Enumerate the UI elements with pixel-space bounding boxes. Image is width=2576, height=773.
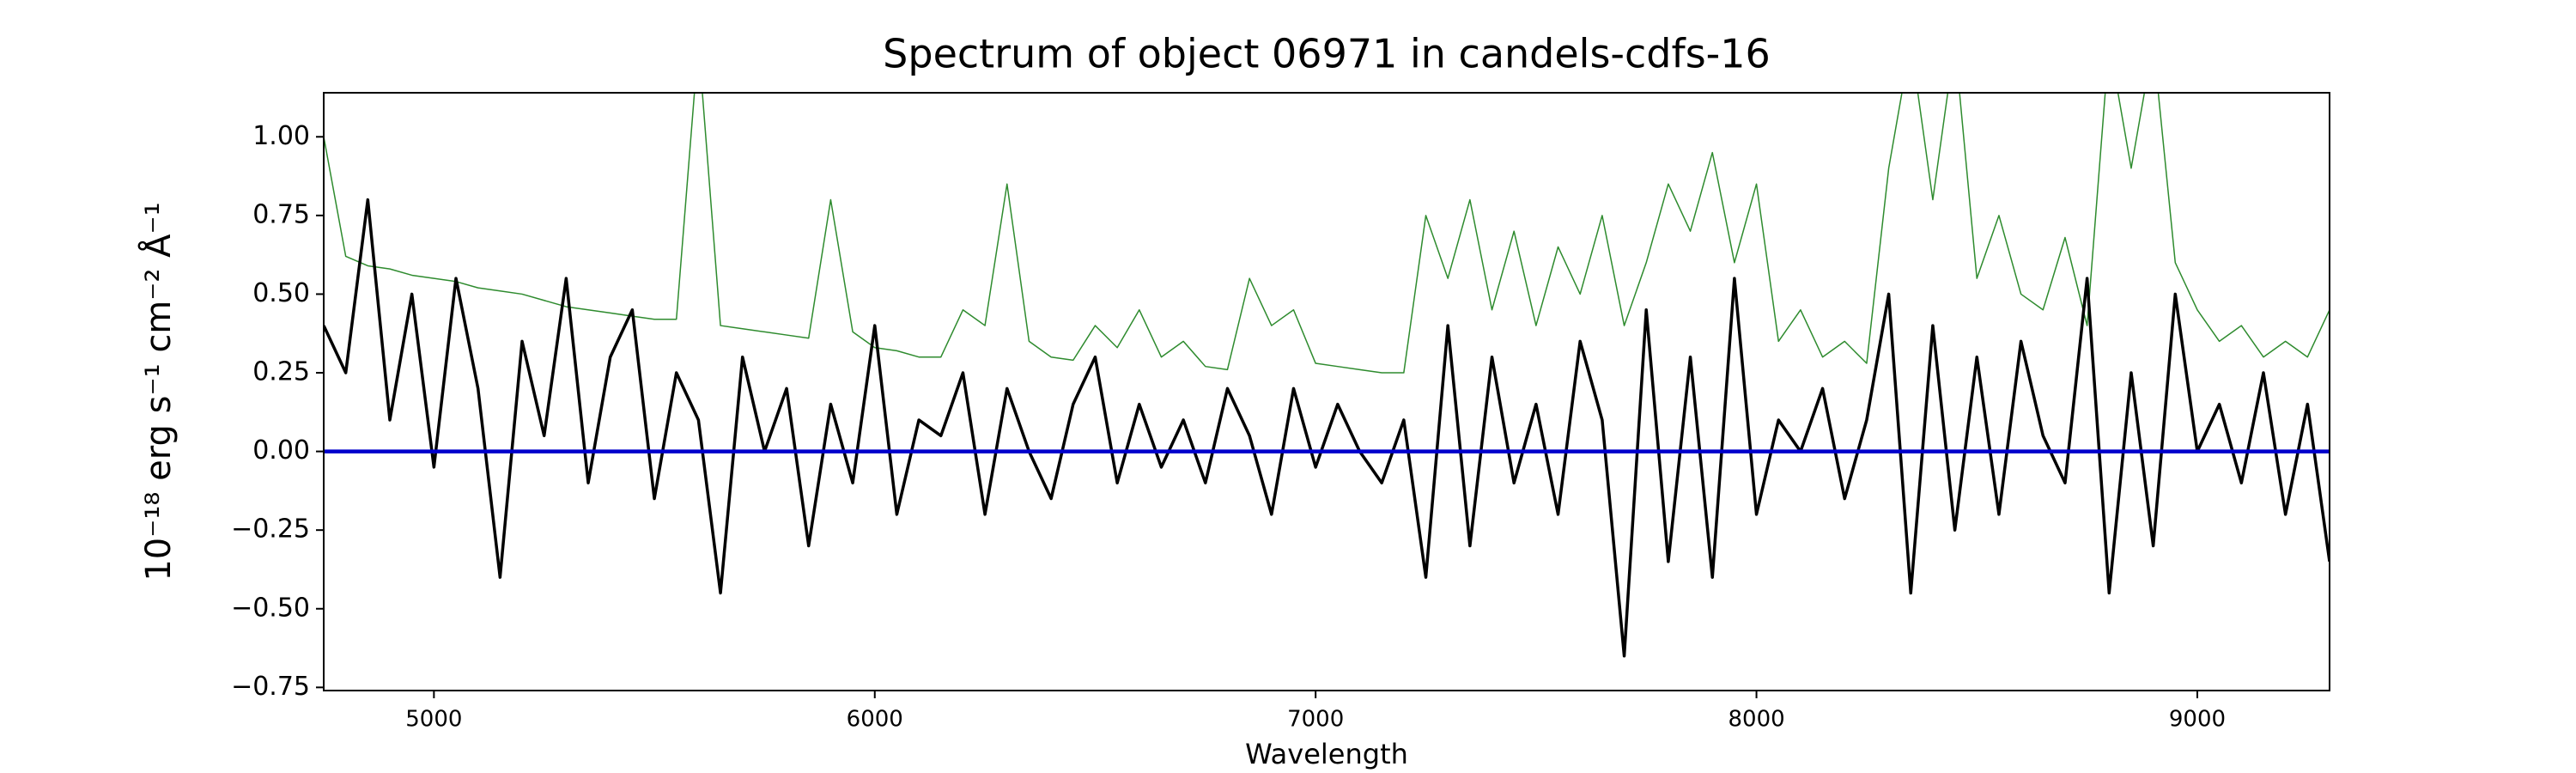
chart-title: Spectrum of object 06971 in candels-cdfs… (883, 31, 1771, 77)
x-tick-label: 8000 (1728, 707, 1784, 733)
x-axis-label: Wavelength (1245, 738, 1408, 770)
y-tick-label: 1.00 (252, 121, 310, 151)
x-tick-label: 6000 (847, 707, 903, 733)
y-tick-label: −0.75 (231, 672, 310, 702)
y-axis-label: 10⁻¹⁸ erg s⁻¹ cm⁻² Å⁻¹ (137, 202, 179, 581)
spectrum-line (324, 198, 2330, 658)
y-tick-label: −0.50 (231, 593, 310, 623)
y-tick-label: 0.50 (252, 278, 310, 308)
x-tick-label: 9000 (2169, 707, 2226, 733)
y-tick-label: 0.75 (252, 199, 310, 229)
plot-area (324, 93, 2330, 658)
y-tick-label: −0.25 (231, 514, 310, 545)
axes-frame (323, 92, 2330, 691)
x-tick-label: 7000 (1287, 707, 1344, 733)
y-tick-label: 0.25 (252, 357, 310, 387)
x-tick-label: 5000 (405, 707, 462, 733)
spectrum-line (324, 93, 2330, 374)
y-tick-label: 0.00 (252, 435, 310, 466)
